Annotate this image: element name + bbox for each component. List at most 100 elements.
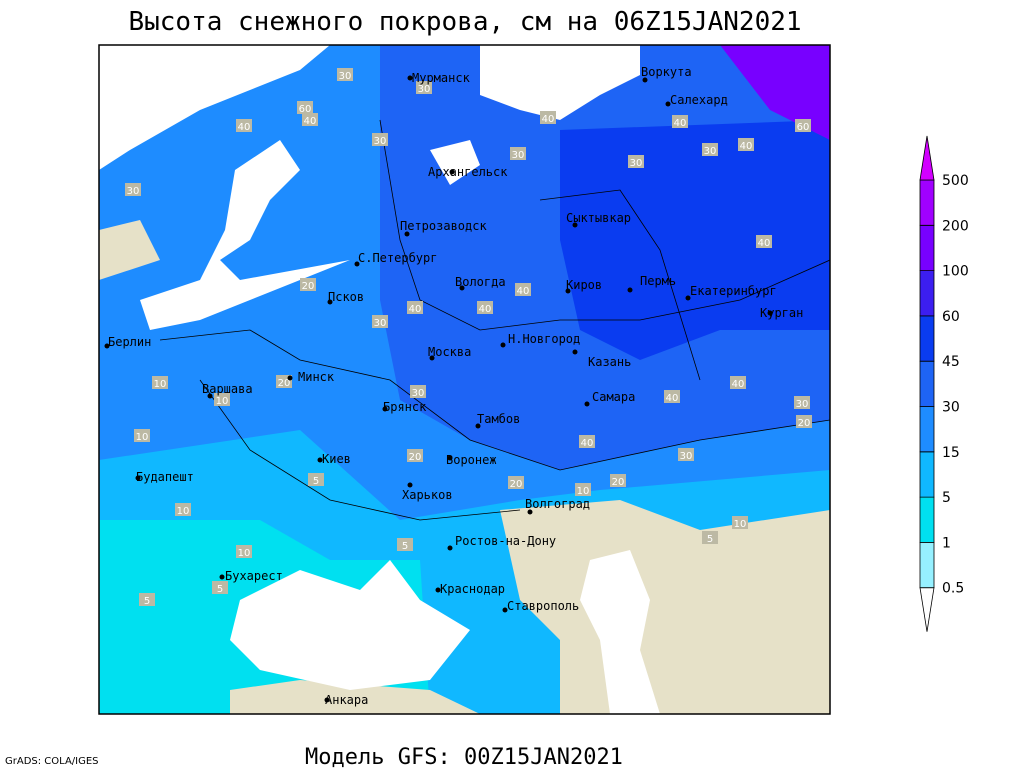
city-label: Сыктывкар <box>566 211 631 225</box>
city-dot <box>685 295 691 301</box>
city-dot <box>642 77 648 83</box>
city-label: Анкара <box>325 693 368 707</box>
city-label: Волгоград <box>525 497 590 511</box>
city-dot <box>447 545 453 551</box>
city-dot <box>459 285 465 291</box>
city-dot <box>767 310 773 316</box>
deeper-snow <box>560 120 830 360</box>
city-dot <box>447 455 453 461</box>
title: Высота снежного покрова, см на 06Z15JAN2… <box>128 7 801 37</box>
contour-label: 5 <box>402 541 408 552</box>
contour-label: 10 <box>577 486 590 497</box>
city-dot <box>404 231 410 237</box>
bare-land <box>230 680 480 714</box>
caspian-sea <box>580 550 660 714</box>
contour-label: 40 <box>409 304 422 315</box>
legend-label: 0.5 <box>942 581 964 597</box>
contour-label-box <box>397 538 413 551</box>
borders <box>159 119 830 521</box>
contour-label-box <box>416 81 432 94</box>
contour-label: 10 <box>238 548 251 559</box>
city-dot <box>500 342 506 348</box>
city-dot <box>207 393 213 399</box>
city-label: Киев <box>322 452 351 466</box>
credit: GrADS: COLA/IGES <box>5 756 99 767</box>
contour-label-box <box>702 531 718 544</box>
legend-label: 1 <box>942 535 951 551</box>
contour-label: 60 <box>299 104 312 115</box>
contour-label: 10 <box>216 396 229 407</box>
city-dot <box>104 343 110 349</box>
city-label: Брянск <box>383 400 427 414</box>
contour-label-box <box>212 581 228 594</box>
contour-label: 10 <box>136 432 149 443</box>
contour-label: 30 <box>412 388 425 399</box>
city-dot <box>475 423 481 429</box>
contour-label-box <box>134 429 150 442</box>
legend-swatch <box>919 224 935 271</box>
contour-label-box <box>678 448 694 461</box>
legend-swatch <box>919 270 935 317</box>
legend-label: 500 <box>942 173 969 189</box>
max-snow <box>720 45 830 140</box>
contour-label: 20 <box>302 281 315 292</box>
contour-label: 30 <box>418 84 431 95</box>
city-dot <box>219 574 225 580</box>
city-dot <box>287 375 293 381</box>
contour-label-box <box>372 133 388 146</box>
contour-label-box <box>214 393 230 406</box>
city-label: Харьков <box>402 488 453 502</box>
contour-label: 5 <box>707 534 713 545</box>
contour-label: 40 <box>758 238 771 249</box>
city-dot <box>327 299 333 305</box>
contour-label: 20 <box>510 479 523 490</box>
contour-label: 30 <box>630 158 643 169</box>
contour-label-box <box>628 155 644 168</box>
contour-label-box <box>738 138 754 151</box>
contour-label: 30 <box>374 318 387 329</box>
contour-label: 40 <box>581 438 594 449</box>
contour-label-box <box>407 449 423 462</box>
contour-label-box <box>540 111 556 124</box>
city-dot <box>565 288 571 294</box>
contour-label: 30 <box>680 451 693 462</box>
contour-label-box <box>236 545 252 558</box>
city-dot <box>317 457 323 463</box>
contour-label: 40 <box>732 379 745 390</box>
contour-label-box <box>477 301 493 314</box>
black-sea <box>230 560 470 690</box>
contour-label-box <box>756 235 772 248</box>
contour-label-box <box>515 283 531 296</box>
contour-label: 10 <box>734 519 747 530</box>
city-label: Киров <box>566 278 602 292</box>
contour-label-box <box>297 101 313 114</box>
legend-swatch <box>919 315 935 362</box>
city-label: Воркута <box>641 65 692 79</box>
city-label: Самара <box>592 390 635 404</box>
map <box>99 45 830 714</box>
city-dot <box>382 406 388 412</box>
city-dot <box>324 697 330 703</box>
city-label: Курган <box>760 306 803 320</box>
contour-label: 40 <box>674 118 687 129</box>
contour-label-box <box>730 376 746 389</box>
contour-label-box <box>308 473 324 486</box>
contour-label: 40 <box>542 114 555 125</box>
contour-label-box <box>732 516 748 529</box>
legend-swatch <box>919 587 935 632</box>
contour-label: 20 <box>278 378 291 389</box>
contour-label-box <box>794 396 810 409</box>
contour-label-box <box>579 435 595 448</box>
city-label: Москва <box>428 345 471 359</box>
city-dot <box>502 607 508 613</box>
contour-label-box <box>125 183 141 196</box>
contour-label-box <box>672 115 688 128</box>
legend-swatch <box>919 451 935 498</box>
city-label: С.Петербург <box>358 251 437 265</box>
contour-label-box <box>410 385 426 398</box>
legend-swatch <box>919 406 935 453</box>
contour-label: 30 <box>796 399 809 410</box>
city-dot <box>572 222 578 228</box>
contour-label-box <box>795 119 811 132</box>
